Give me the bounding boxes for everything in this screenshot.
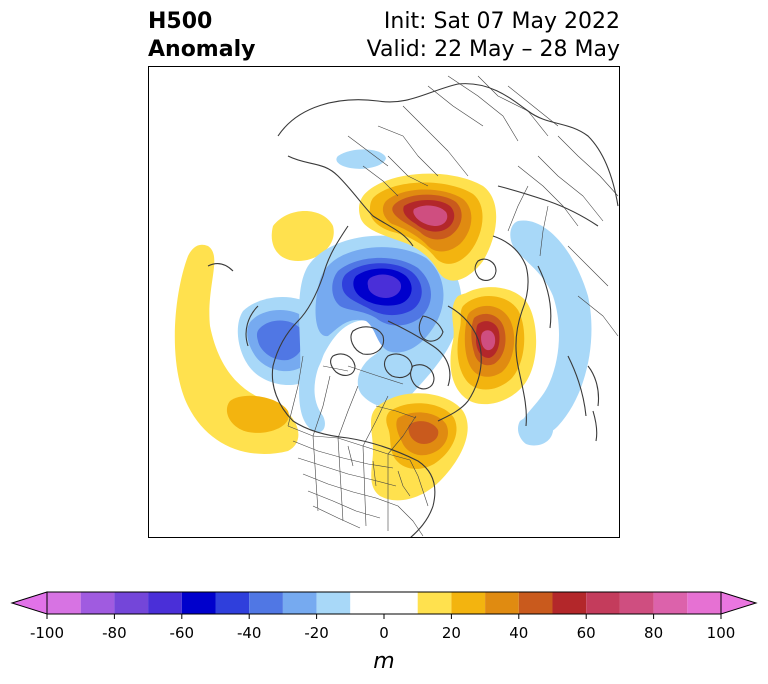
colorbar-bin bbox=[181, 592, 216, 614]
colorbar-bin bbox=[687, 592, 721, 614]
colorbar-tick-label: -60 bbox=[170, 624, 195, 642]
political-borders bbox=[207, 75, 619, 538]
colorbar-extend-under bbox=[10, 591, 48, 615]
arctic-islands bbox=[330, 258, 497, 390]
colorbar-extend-over bbox=[720, 591, 758, 615]
colorbar-bin bbox=[417, 592, 452, 614]
anomaly-arctic-ocean-negative-core bbox=[367, 274, 402, 298]
map-frame bbox=[148, 66, 620, 538]
coastlines bbox=[207, 83, 619, 538]
colorbar-tick-label: -20 bbox=[304, 624, 329, 642]
anomaly-field bbox=[174, 149, 592, 501]
forecast-dates: Init: Sat 07 May 2022 Valid: 22 May – 28… bbox=[367, 8, 620, 64]
colorbar: -100 -80 -60 -40 -20 0 20 40 60 80 100 m bbox=[10, 591, 758, 674]
anomaly-us-positive-4 bbox=[408, 421, 439, 444]
colorbar-bins bbox=[10, 591, 758, 615]
anomaly-wpac-negative bbox=[510, 220, 592, 441]
colorbar-bin bbox=[451, 592, 486, 614]
colorbar-bin bbox=[249, 592, 283, 614]
title-line-1: H500 bbox=[148, 9, 213, 34]
colorbar-tick-label: 80 bbox=[644, 624, 663, 642]
colorbar-bin bbox=[148, 592, 182, 614]
anomaly-europe-positive-core bbox=[413, 205, 448, 226]
colorbar-bin bbox=[485, 592, 519, 614]
colorbar-tick-label: 60 bbox=[577, 624, 596, 642]
title-line-2: Anomaly bbox=[148, 37, 256, 62]
colorbar-tick-label: 40 bbox=[509, 624, 528, 642]
colorbar-bin bbox=[653, 592, 688, 614]
colorbar-bin bbox=[47, 592, 81, 614]
colorbar-tick-label: -40 bbox=[237, 624, 262, 642]
canada-province-borders bbox=[287, 355, 417, 455]
map-title: H500 Anomaly bbox=[148, 8, 255, 64]
colorbar-bin bbox=[282, 592, 317, 614]
japan-islands bbox=[587, 365, 600, 442]
anomaly-arctic-negative bbox=[336, 149, 386, 169]
eurasia-country-borders bbox=[347, 75, 619, 337]
colorbar-bin bbox=[80, 592, 115, 614]
colorbar-ticks: -100 -80 -60 -40 -20 0 20 40 60 80 100 bbox=[30, 614, 735, 642]
colorbar-tick-label: -80 bbox=[102, 624, 127, 642]
init-date: Init: Sat 07 May 2022 bbox=[383, 9, 620, 34]
colorbar-bin bbox=[619, 592, 654, 614]
h500-anomaly-map bbox=[148, 66, 620, 538]
colorbar-bin bbox=[350, 592, 418, 614]
colorbar-bin bbox=[215, 592, 250, 614]
colorbar-tick-label: -100 bbox=[30, 624, 64, 642]
colorbar-bin bbox=[114, 592, 149, 614]
colorbar-bin bbox=[586, 592, 620, 614]
valid-range: Valid: 22 May – 28 May bbox=[366, 37, 620, 62]
colorbar-bin bbox=[316, 592, 351, 614]
colorbar-tick-label: 100 bbox=[707, 624, 736, 642]
us-state-borders bbox=[287, 425, 429, 537]
anomaly-pacific-positive-core bbox=[226, 395, 289, 433]
anomaly-bering-negative-core bbox=[256, 320, 304, 361]
anomaly-canada-positive bbox=[271, 211, 334, 261]
colorbar-tick-label: 20 bbox=[442, 624, 461, 642]
colorbar-unit: m bbox=[373, 649, 394, 674]
anomaly-asia-positive-core bbox=[481, 330, 496, 351]
colorbar-bin bbox=[518, 592, 553, 614]
colorbar-bin bbox=[552, 592, 587, 614]
colorbar-tick-label: 0 bbox=[379, 624, 389, 642]
